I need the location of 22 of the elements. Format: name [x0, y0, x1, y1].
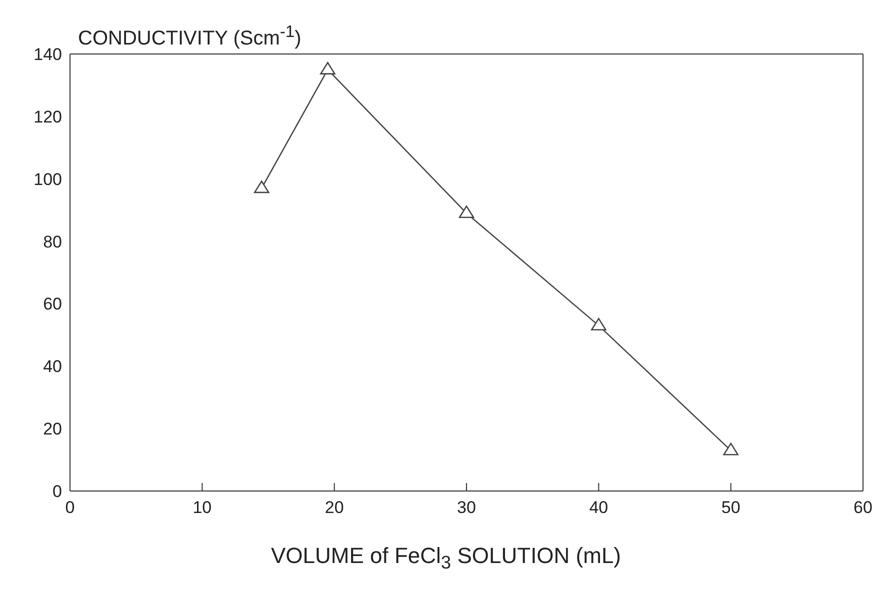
x-tick-label: 50: [721, 498, 740, 518]
x-tick-label: 40: [589, 498, 608, 518]
x-tick-label: 10: [192, 498, 212, 518]
x-tick-label: 30: [457, 498, 476, 518]
x-tick-label: 60: [854, 498, 872, 518]
y-tick-label: 120: [34, 107, 62, 126]
y-tick-label: 60: [43, 294, 62, 314]
y-axis-title: CONDUCTIVITY (Scm$^{-1}$): [78, 22, 302, 51]
point: [458, 206, 474, 218]
y-tick-label: 140: [34, 45, 62, 64]
x-axis-title: VOLUME of FeCl$_{3}$ SOLUTION (mL): [270, 543, 622, 574]
y-tick-label: 20: [43, 420, 62, 439]
y-tick-label: 80: [43, 232, 62, 252]
point: [254, 180, 270, 194]
point: [320, 62, 336, 74]
x-tick-label: 0: [65, 498, 75, 518]
y-tick-label: 40: [43, 357, 62, 376]
point: [723, 442, 738, 456]
point: [591, 318, 606, 330]
y-tick-label: 100: [34, 170, 62, 189]
y-tick-label: 0: [52, 482, 62, 502]
x-tick-label: 20: [324, 498, 344, 518]
